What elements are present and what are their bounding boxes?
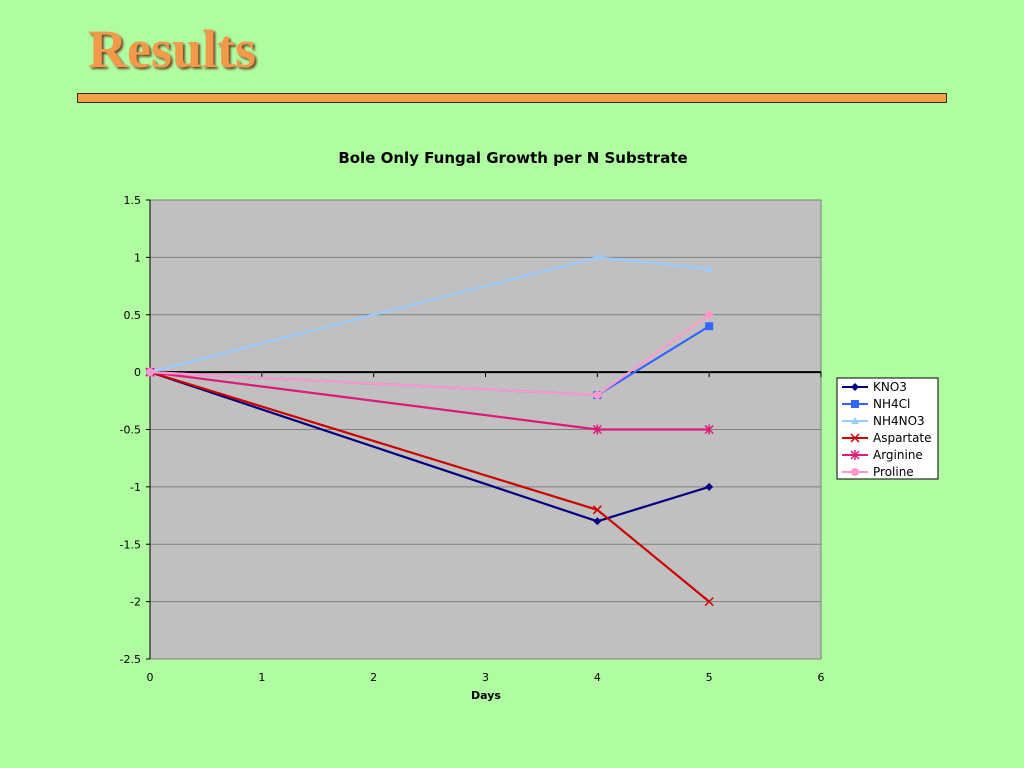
legend-label: NH4Cl xyxy=(873,397,910,411)
legend-marker xyxy=(850,433,860,443)
legend-label: NH4NO3 xyxy=(873,414,925,428)
legend-marker xyxy=(851,400,859,408)
x-tick-label: 6 xyxy=(818,671,825,684)
x-tick-label: 4 xyxy=(594,671,601,684)
y-tick-label: 1.5 xyxy=(124,194,142,207)
axes: 1.5 1 0.5 0 -0.5 -1 -1.5 -2 -2.5 0 1 2 3 4 5 6 xyxy=(120,194,825,684)
y-tick-label: 0 xyxy=(134,366,141,379)
legend-label: Arginine xyxy=(873,448,923,462)
legend-item: NH4NO3 xyxy=(842,414,925,428)
y-tick-label: -1.5 xyxy=(120,538,141,551)
legend-box xyxy=(836,377,939,480)
y-tick-label: -0.5 xyxy=(120,424,141,437)
legend-label: Proline xyxy=(873,465,914,479)
legend-label: Aspartate xyxy=(873,431,932,445)
x-tick-label: 2 xyxy=(370,671,377,684)
data-point xyxy=(593,253,602,261)
legend-marker xyxy=(851,468,859,476)
legend-label: KNO3 xyxy=(873,380,907,394)
data-point xyxy=(704,597,714,607)
legend-marker xyxy=(851,383,859,391)
data-point xyxy=(592,424,602,435)
slide-title: Results xyxy=(88,19,257,79)
y-tick-label: -2 xyxy=(130,596,141,609)
x-tick-label: 3 xyxy=(482,671,489,684)
data-point xyxy=(704,424,714,435)
data-point xyxy=(592,505,602,515)
data-point xyxy=(146,368,154,377)
data-point xyxy=(593,517,602,526)
x-tick-label: 1 xyxy=(258,671,265,684)
series-proline xyxy=(146,310,714,400)
legend-marker xyxy=(851,417,859,424)
x-axis-title: Days xyxy=(471,689,501,702)
data-point xyxy=(705,482,714,491)
legend-item: Proline xyxy=(842,465,914,479)
chart-title: Bole Only Fungal Growth per N Substrate xyxy=(338,149,687,167)
y-tick-label: -1 xyxy=(130,481,141,494)
legend-item: KNO3 xyxy=(842,380,907,394)
legend-item: NH4Cl xyxy=(842,397,910,411)
data-point xyxy=(705,310,714,319)
y-tick-label: 1 xyxy=(134,251,141,264)
x-tick-label: 5 xyxy=(706,671,713,684)
legend: KNO3 NH4Cl NH4NO3 Aspartate Arginine Proline xyxy=(836,377,939,480)
y-tick-label: -2.5 xyxy=(120,653,141,666)
legend-marker xyxy=(850,450,860,460)
y-tick-label: 0.5 xyxy=(124,309,142,322)
legend-item: Aspartate xyxy=(842,431,932,445)
legend-item: Arginine xyxy=(842,448,923,462)
data-point xyxy=(705,322,714,331)
series-group xyxy=(145,253,714,607)
title-underline xyxy=(77,93,947,103)
data-point xyxy=(705,264,714,272)
data-point xyxy=(593,391,602,400)
x-tick-label: 0 xyxy=(147,671,154,684)
